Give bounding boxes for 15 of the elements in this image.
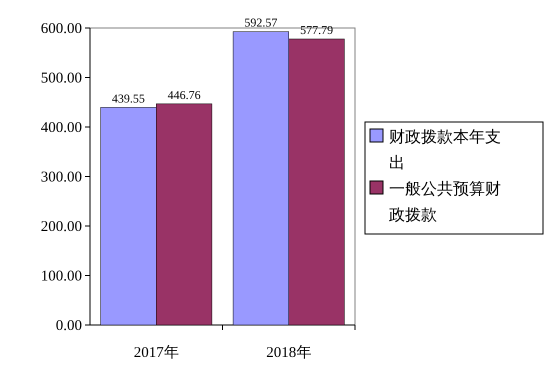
data-label: 577.79 [300, 22, 334, 37]
y-tick-label: 100.00 [40, 268, 82, 284]
y-tick-label: 300.00 [40, 170, 82, 186]
legend-label: 财政拨款本年支出 [389, 127, 501, 172]
data-label: 592.57 [244, 16, 278, 30]
y-tick-label: 0.00 [56, 318, 82, 334]
y-tick-label: 400.00 [40, 120, 82, 136]
x-tick-label: 2017年 [134, 344, 179, 361]
data-label: 439.55 [112, 91, 145, 106]
y-tick-label: 600.00 [40, 21, 82, 37]
x-tick-label: 2018年 [266, 344, 312, 361]
y-tick-label: 500.00 [40, 70, 82, 86]
legend-label: 一般公共预算财政拨款 [389, 179, 501, 224]
data-label: 446.76 [168, 88, 201, 102]
y-tick-label: 200.00 [40, 219, 82, 235]
